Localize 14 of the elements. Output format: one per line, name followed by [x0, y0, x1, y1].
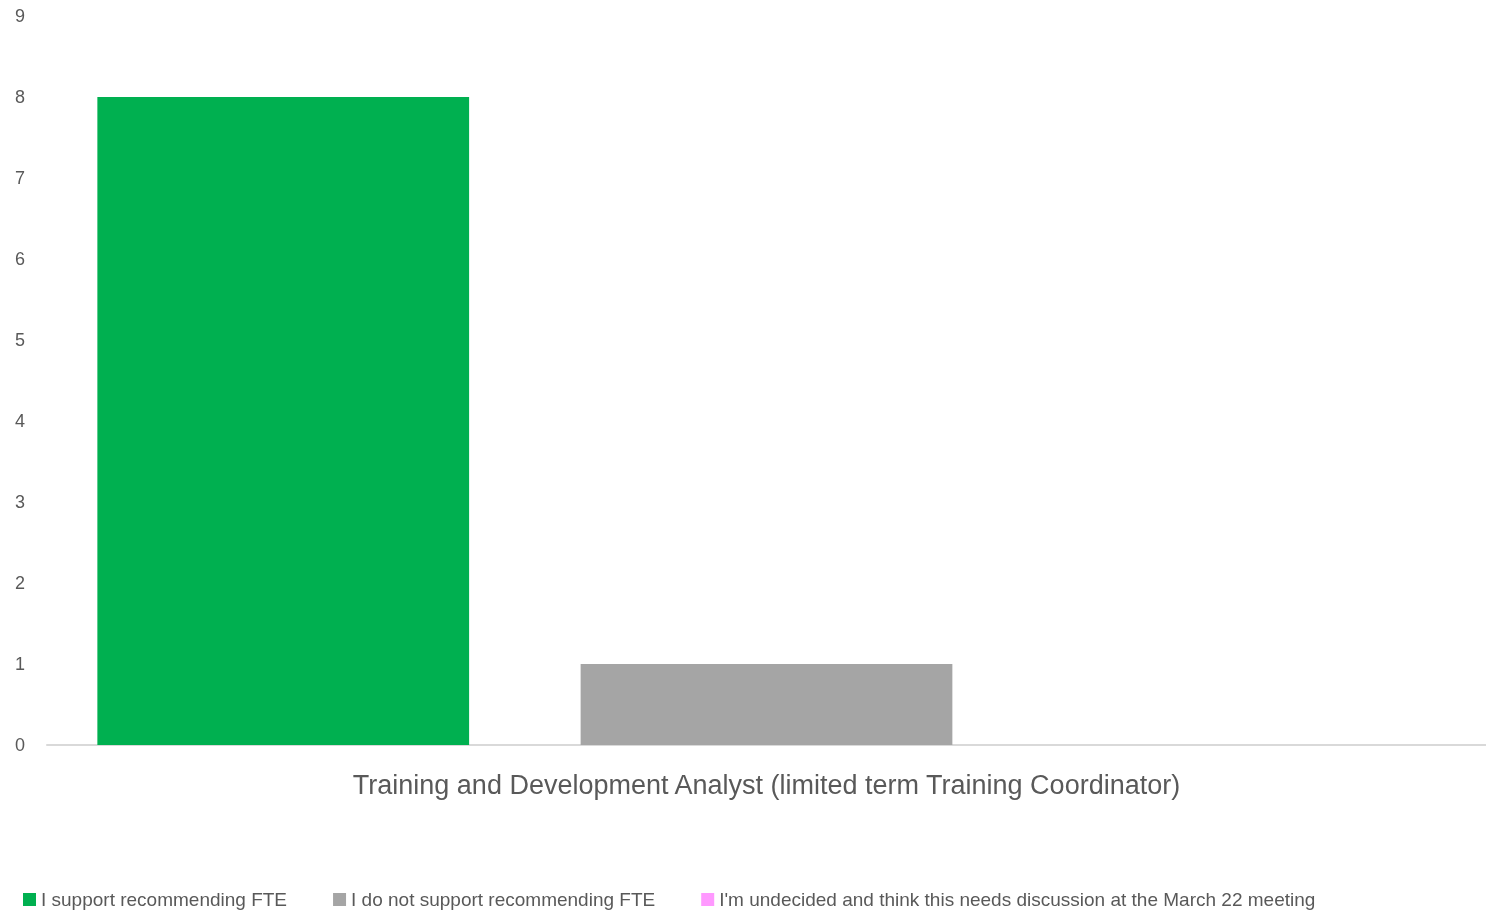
y-tick-label: 8: [14, 87, 25, 107]
y-tick-label: 5: [14, 330, 25, 350]
y-tick-label: 9: [14, 6, 25, 26]
y-tick-label: 0: [14, 735, 25, 755]
y-tick-label: 7: [14, 168, 25, 188]
y-tick-label: 4: [14, 411, 25, 431]
legend-label: I'm undecided and think this needs discussion at the March 22 meeting: [719, 889, 1316, 910]
y-tick-label: 6: [14, 249, 25, 269]
legend-label: I do not support recommending FTE: [351, 889, 656, 910]
y-tick-label: 2: [14, 573, 25, 593]
legend-label: I support recommending FTE: [41, 889, 288, 910]
x-tick-label: Training and Development Analyst (limited term Training Coordinator): [352, 769, 1181, 800]
y-tick-label: 3: [14, 492, 25, 512]
y-tick-label: 1: [14, 654, 25, 674]
